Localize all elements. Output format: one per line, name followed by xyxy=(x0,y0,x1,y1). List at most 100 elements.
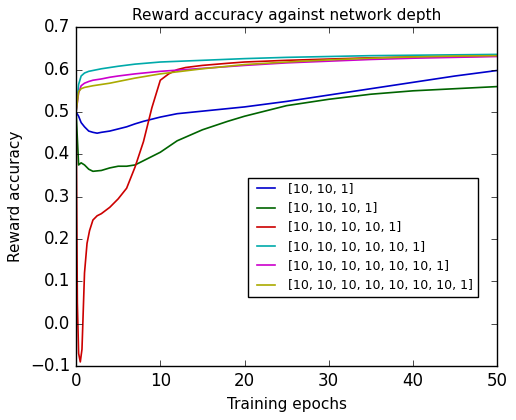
[10, 10, 10, 10, 10, 10, 10, 1] xyxy=(78,86,84,91)
[10, 10, 10, 10, 10, 10, 1] xyxy=(115,74,121,79)
[10, 10, 10, 1] xyxy=(86,167,92,172)
[10, 10, 1] xyxy=(90,130,96,135)
[10, 10, 10, 10, 10, 10, 1] xyxy=(199,66,205,71)
[10, 10, 1] xyxy=(115,126,121,131)
[10, 10, 10, 10, 10, 10, 1] xyxy=(78,83,84,88)
[10, 10, 1] xyxy=(241,105,248,110)
[10, 10, 1] xyxy=(78,120,84,125)
[10, 10, 10, 1] xyxy=(75,163,82,168)
[10, 10, 10, 10, 1] xyxy=(82,270,88,276)
[10, 10, 10, 10, 10, 10, 10, 1] xyxy=(82,85,88,90)
[10, 10, 1] xyxy=(452,74,458,79)
Line: [10, 10, 1]: [10, 10, 1] xyxy=(76,71,497,133)
Title: Reward accuracy against network depth: Reward accuracy against network depth xyxy=(132,8,441,24)
[10, 10, 10, 1] xyxy=(326,97,332,102)
[10, 10, 10, 1] xyxy=(82,163,88,168)
[10, 10, 10, 1] xyxy=(98,168,104,173)
[10, 10, 1] xyxy=(123,124,130,129)
Line: [10, 10, 10, 10, 10, 10, 1]: [10, 10, 10, 10, 10, 10, 1] xyxy=(76,57,497,112)
[10, 10, 10, 10, 1] xyxy=(84,241,90,246)
[10, 10, 10, 10, 10, 10, 1] xyxy=(241,63,248,68)
[10, 10, 10, 10, 1] xyxy=(90,218,96,223)
[10, 10, 10, 10, 1] xyxy=(166,71,172,76)
[10, 10, 10, 10, 10, 10, 1] xyxy=(73,110,79,115)
[10, 10, 1] xyxy=(368,86,374,91)
[10, 10, 10, 10, 1] xyxy=(283,58,289,63)
[10, 10, 1] xyxy=(94,131,100,136)
[10, 10, 10, 10, 10, 1] xyxy=(86,69,92,74)
[10, 10, 10, 10, 1] xyxy=(94,213,100,218)
[10, 10, 10, 10, 10, 1] xyxy=(199,58,205,63)
[10, 10, 10, 10, 1] xyxy=(74,300,80,305)
[10, 10, 10, 10, 10, 10, 10, 1] xyxy=(98,82,104,87)
[10, 10, 10, 10, 10, 10, 10, 1] xyxy=(132,76,138,81)
[10, 10, 10, 10, 10, 10, 10, 1] xyxy=(90,83,96,88)
[10, 10, 10, 10, 10, 10, 1] xyxy=(157,69,164,74)
[10, 10, 10, 10, 10, 10, 1] xyxy=(82,81,88,86)
[10, 10, 10, 10, 10, 10, 10, 1] xyxy=(73,110,79,115)
[10, 10, 10, 1] xyxy=(123,164,130,169)
[10, 10, 10, 10, 1] xyxy=(115,196,121,201)
[10, 10, 10, 10, 1] xyxy=(73,110,79,115)
[10, 10, 10, 10, 10, 1] xyxy=(107,65,113,70)
[10, 10, 10, 10, 1] xyxy=(494,54,501,59)
Legend: [10, 10, 1], [10, 10, 10, 1], [10, 10, 10, 10, 1], [10, 10, 10, 10, 10, 1], [10,: [10, 10, 1], [10, 10, 10, 1], [10, 10, 1… xyxy=(248,178,478,297)
[10, 10, 10, 10, 1] xyxy=(368,55,374,60)
[10, 10, 10, 10, 1] xyxy=(326,57,332,62)
[10, 10, 10, 10, 1] xyxy=(452,54,458,59)
[10, 10, 1] xyxy=(326,92,332,97)
[10, 10, 1] xyxy=(157,115,164,120)
[10, 10, 10, 1] xyxy=(115,164,121,169)
[10, 10, 1] xyxy=(140,119,147,124)
[10, 10, 1] xyxy=(199,109,205,114)
[10, 10, 10, 10, 10, 10, 1] xyxy=(132,71,138,76)
[10, 10, 10, 10, 1] xyxy=(224,61,231,66)
[10, 10, 10, 10, 10, 10, 1] xyxy=(494,54,501,59)
[10, 10, 10, 10, 1] xyxy=(75,351,82,356)
[10, 10, 10, 10, 10, 1] xyxy=(78,74,84,79)
[10, 10, 10, 10, 10, 10, 1] xyxy=(368,57,374,62)
[10, 10, 10, 10, 10, 10, 10, 1] xyxy=(494,53,501,58)
[10, 10, 10, 10, 1] xyxy=(77,360,84,365)
[10, 10, 10, 10, 1] xyxy=(241,60,248,65)
[10, 10, 1] xyxy=(283,99,289,104)
[10, 10, 10, 10, 10, 1] xyxy=(132,62,138,67)
[10, 10, 10, 1] xyxy=(199,127,205,132)
[10, 10, 10, 10, 10, 1] xyxy=(494,52,501,57)
[10, 10, 10, 10, 10, 10, 1] xyxy=(75,90,82,95)
[10, 10, 1] xyxy=(132,121,138,126)
[10, 10, 10, 10, 10, 1] xyxy=(73,110,79,115)
[10, 10, 10, 1] xyxy=(132,163,138,168)
[10, 10, 1] xyxy=(494,68,501,73)
[10, 10, 1] xyxy=(410,80,416,85)
[10, 10, 10, 10, 1] xyxy=(183,65,189,70)
[10, 10, 1] xyxy=(75,114,82,119)
[10, 10, 10, 10, 10, 10, 10, 1] xyxy=(115,79,121,84)
[10, 10, 1] xyxy=(98,130,104,135)
[10, 10, 10, 10, 1] xyxy=(157,78,164,83)
[10, 10, 10, 10, 1] xyxy=(87,228,93,233)
[10, 10, 10, 10, 10, 10, 1] xyxy=(452,55,458,60)
[10, 10, 10, 1] xyxy=(224,119,231,124)
[10, 10, 10, 1] xyxy=(410,88,416,93)
[10, 10, 10, 10, 10, 10, 10, 1] xyxy=(368,56,374,61)
[10, 10, 10, 10, 1] xyxy=(107,205,113,210)
[10, 10, 10, 10, 10, 1] xyxy=(326,54,332,59)
[10, 10, 10, 10, 10, 10, 10, 1] xyxy=(283,60,289,65)
[10, 10, 10, 10, 10, 1] xyxy=(82,71,88,76)
[10, 10, 10, 10, 10, 1] xyxy=(410,53,416,58)
[10, 10, 10, 10, 1] xyxy=(132,165,138,170)
[10, 10, 10, 10, 10, 1] xyxy=(241,56,248,61)
[10, 10, 10, 10, 10, 10, 1] xyxy=(107,75,113,80)
[10, 10, 1] xyxy=(73,110,79,115)
[10, 10, 10, 10, 10, 1] xyxy=(98,66,104,71)
[10, 10, 1] xyxy=(174,111,180,116)
[10, 10, 10, 1] xyxy=(283,103,289,108)
[10, 10, 10, 1] xyxy=(174,138,180,143)
[10, 10, 10, 1] xyxy=(78,160,84,165)
[10, 10, 10, 1] xyxy=(368,92,374,97)
[10, 10, 10, 10, 10, 1] xyxy=(90,68,96,73)
[10, 10, 1] xyxy=(82,124,88,129)
[10, 10, 10, 10, 10, 10, 10, 1] xyxy=(241,62,248,67)
[10, 10, 10, 10, 10, 10, 1] xyxy=(283,60,289,66)
